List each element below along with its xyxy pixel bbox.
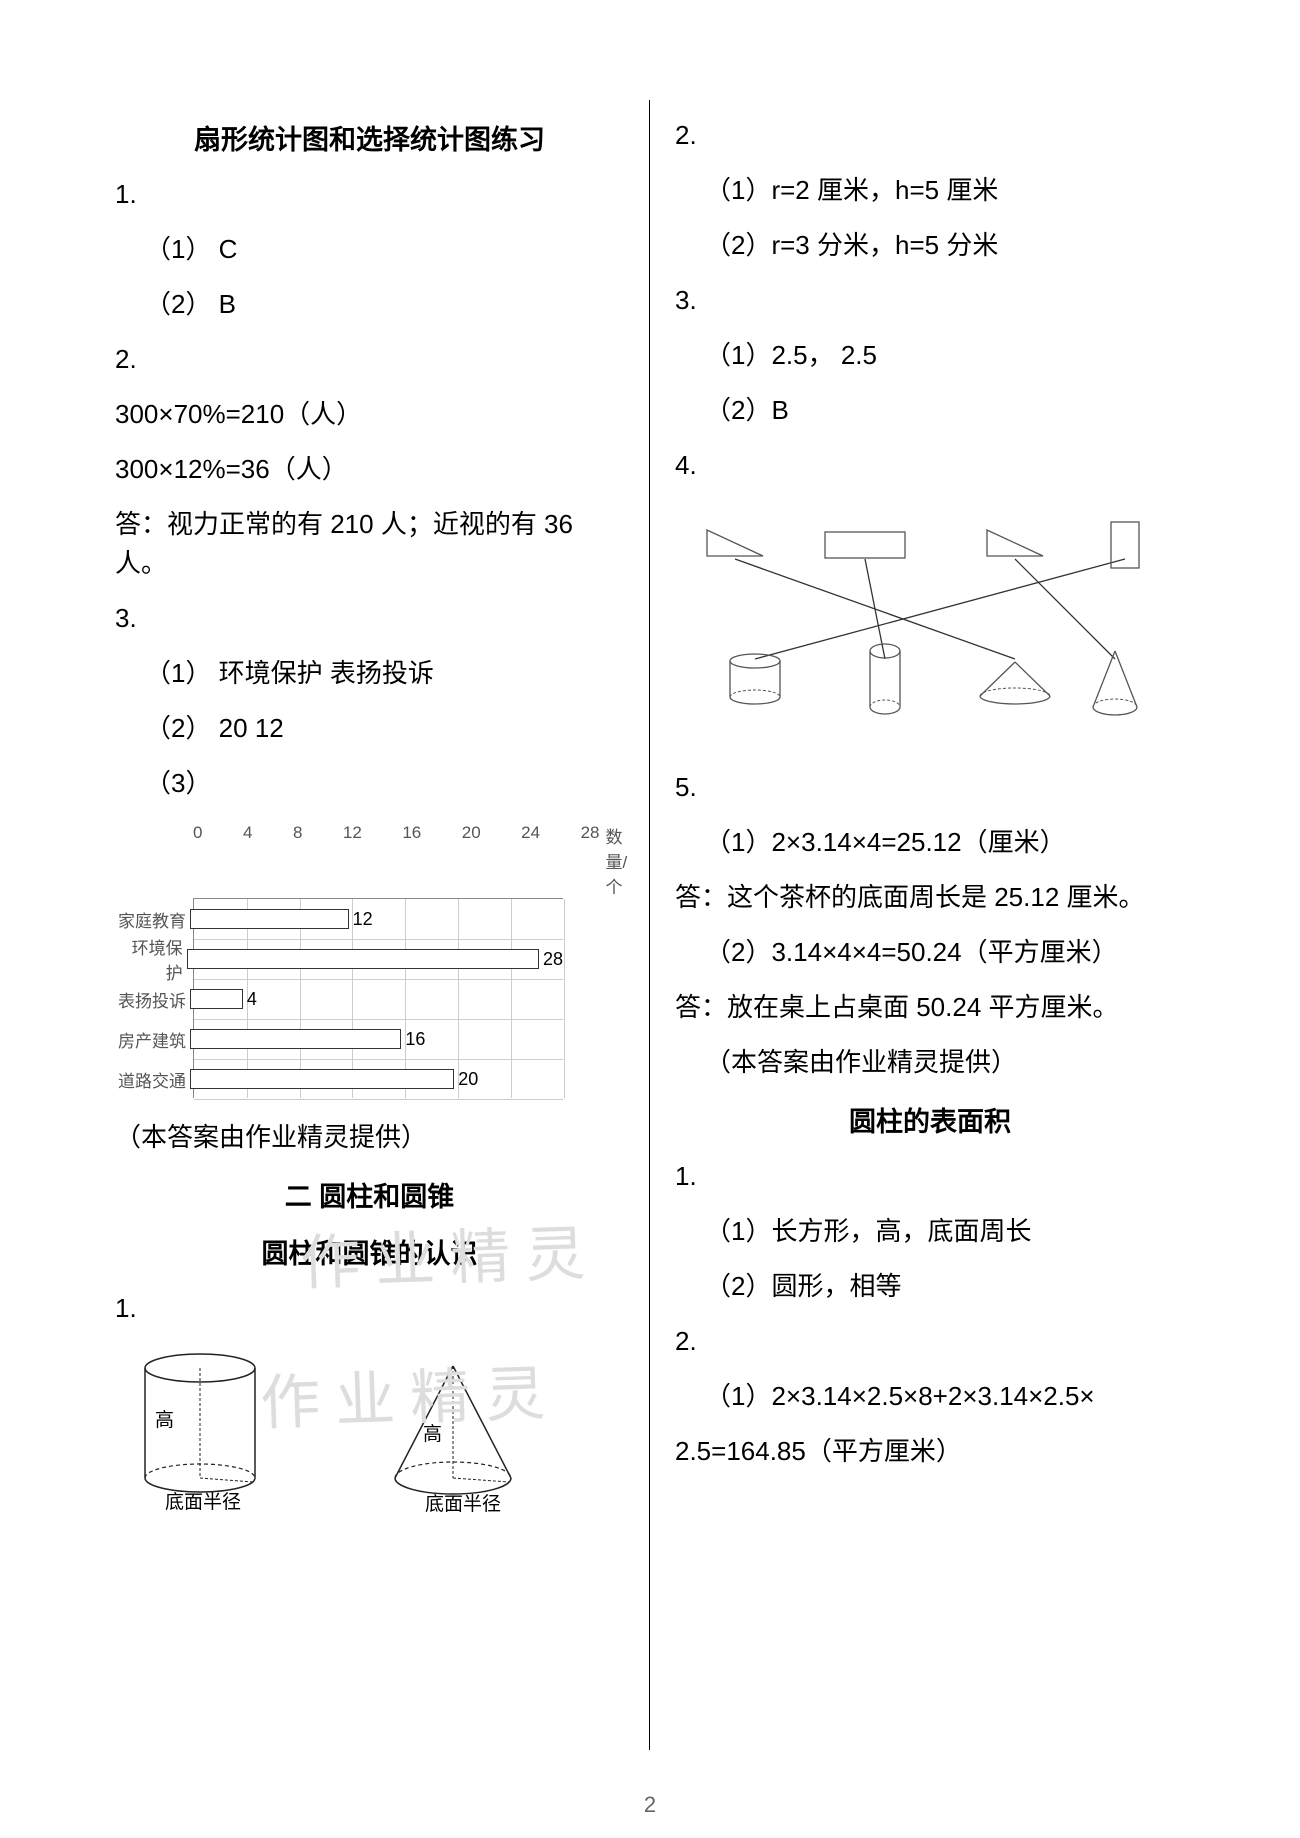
cone-height-label: 高 — [423, 1423, 442, 1445]
chart-bar — [190, 909, 349, 929]
answer-line: （2）B — [675, 391, 1185, 430]
answer-text: 答：这个茶杯的底面周长是 25.12 厘米。 — [675, 878, 1185, 917]
calc-line: （2）3.14×4×4=50.24（平方厘米） — [675, 933, 1185, 972]
credit-text: （本答案由作业精灵提供） — [115, 1118, 624, 1157]
cone-figure: 高 底面半径 — [375, 1348, 545, 1518]
question-number: 4. — [675, 446, 1185, 485]
cone-radius-label: 底面半径 — [425, 1493, 501, 1515]
question-number: 3. — [675, 281, 1185, 320]
subsection-title: 圆柱的表面积 — [675, 1100, 1185, 1139]
subsection-title: 圆柱和圆锥的认识 — [115, 1232, 624, 1271]
chart-bar-row: 道路交通 20 — [116, 1059, 563, 1099]
chart-bar-row: 房产建筑 16 — [116, 1019, 563, 1059]
chart-bar-label: 表扬投诉 — [116, 987, 190, 1012]
question-number: 2. — [675, 116, 1185, 155]
answer-line: （2）r=3 分米，h=5 分米 — [675, 226, 1185, 265]
calc-line: 300×70%=210（人） — [115, 395, 624, 434]
chart-bar-value: 16 — [405, 1029, 425, 1050]
chart-bar — [190, 1069, 454, 1089]
right-column: 2. （1）r=2 厘米，h=5 厘米 （2）r=3 分米，h=5 分米 3. … — [650, 100, 1210, 1750]
chart-bar-value: 20 — [458, 1069, 478, 1090]
chart-bar-value: 28 — [543, 949, 563, 970]
question-number: 5. — [675, 768, 1185, 807]
chart-bar-value: 12 — [353, 909, 373, 930]
chart-tick: 4 — [243, 823, 252, 898]
calc-line: 2.5=164.85（平方厘米） — [675, 1432, 1185, 1471]
chart-bar — [190, 1029, 401, 1049]
calc-line: （1）2×3.14×4=25.12（厘米） — [675, 823, 1185, 862]
left-column: 扇形统计图和选择统计图练习 1. （1） C （2） B 2. 300×70%=… — [90, 100, 650, 1750]
answer-line: （2） 20 12 — [115, 709, 624, 748]
two-column-layout: 扇形统计图和选择统计图练习 1. （1） C （2） B 2. 300×70%=… — [90, 100, 1210, 1750]
answer-line: （3） — [115, 764, 624, 803]
answer-line: （2）圆形，相等 — [675, 1267, 1185, 1306]
cylinder-figure: 高 底面半径 — [125, 1348, 295, 1518]
answer-line: （1） C — [115, 230, 624, 269]
calc-line: 300×12%=36（人） — [115, 450, 624, 489]
page-number: 2 — [644, 1792, 656, 1818]
answer-line: （1）r=2 厘米，h=5 厘米 — [675, 171, 1185, 210]
chart-tick: 16 — [402, 823, 421, 898]
question-number: 1. — [675, 1157, 1185, 1196]
credit-text: （本答案由作业精灵提供） — [675, 1043, 1185, 1082]
chart-bar-row: 家庭教育 12 — [116, 899, 563, 939]
chart-bar — [190, 989, 243, 1009]
shape-figures: 高 底面半径 高 底面半径 — [125, 1348, 624, 1518]
chart-tick: 0 — [193, 823, 202, 898]
chart-bar-row: 环境保护28 — [116, 939, 563, 979]
chart-scale-label: 数量/个 — [606, 823, 628, 898]
chart-tick: 20 — [462, 823, 481, 898]
chart-bar-label: 环境保护 — [116, 934, 187, 984]
chart-tick: 28 — [581, 823, 600, 898]
chart-bar — [187, 949, 539, 969]
chart-bar-label: 家庭教育 — [116, 907, 190, 932]
chart-bar-row: 表扬投诉 4 — [116, 979, 563, 1019]
chart-tick: 24 — [521, 823, 540, 898]
answer-text: 答：放在桌上占桌面 50.24 平方厘米。 — [675, 988, 1185, 1027]
matching-diagram — [675, 509, 1175, 739]
chart-tick: 8 — [293, 823, 302, 898]
chart-bar-value: 4 — [247, 989, 257, 1010]
question-number: 3. — [115, 599, 624, 638]
horizontal-bar-chart: 0481216202428 数量/个 家庭教育12环境保护28表扬投诉4房产建筑… — [115, 823, 575, 1098]
answer-line: （1）长方形，高，底面周长 — [675, 1212, 1185, 1251]
calc-line: （1）2×3.14×2.5×8+2×3.14×2.5× — [675, 1377, 1185, 1416]
answer-line: （2） B — [115, 285, 624, 324]
section-title: 扇形统计图和选择统计图练习 — [115, 118, 624, 157]
chart-tick: 12 — [343, 823, 362, 898]
cyl-height-label: 高 — [155, 1409, 174, 1431]
question-number: 2. — [115, 340, 624, 379]
cyl-radius-label: 底面半径 — [165, 1491, 241, 1513]
chapter-title: 二 圆柱和圆锥 — [115, 1175, 624, 1214]
question-number: 1. — [115, 1289, 624, 1328]
chart-scale: 048 12 16 20 24 28 — [193, 823, 600, 898]
chart-bar-label: 房产建筑 — [116, 1027, 190, 1052]
answer-line: （1）2.5， 2.5 — [675, 336, 1185, 375]
answer-line: （1） 环境保护 表扬投诉 — [115, 654, 624, 693]
chart-bar-label: 道路交通 — [116, 1067, 190, 1092]
question-number: 2. — [675, 1322, 1185, 1361]
chart-grid: 家庭教育12环境保护28表扬投诉4房产建筑16道路交通20 — [193, 898, 563, 1098]
answer-text: 答：视力正常的有 210 人；近视的有 36 人。 — [115, 505, 624, 583]
question-number: 1. — [115, 175, 624, 214]
